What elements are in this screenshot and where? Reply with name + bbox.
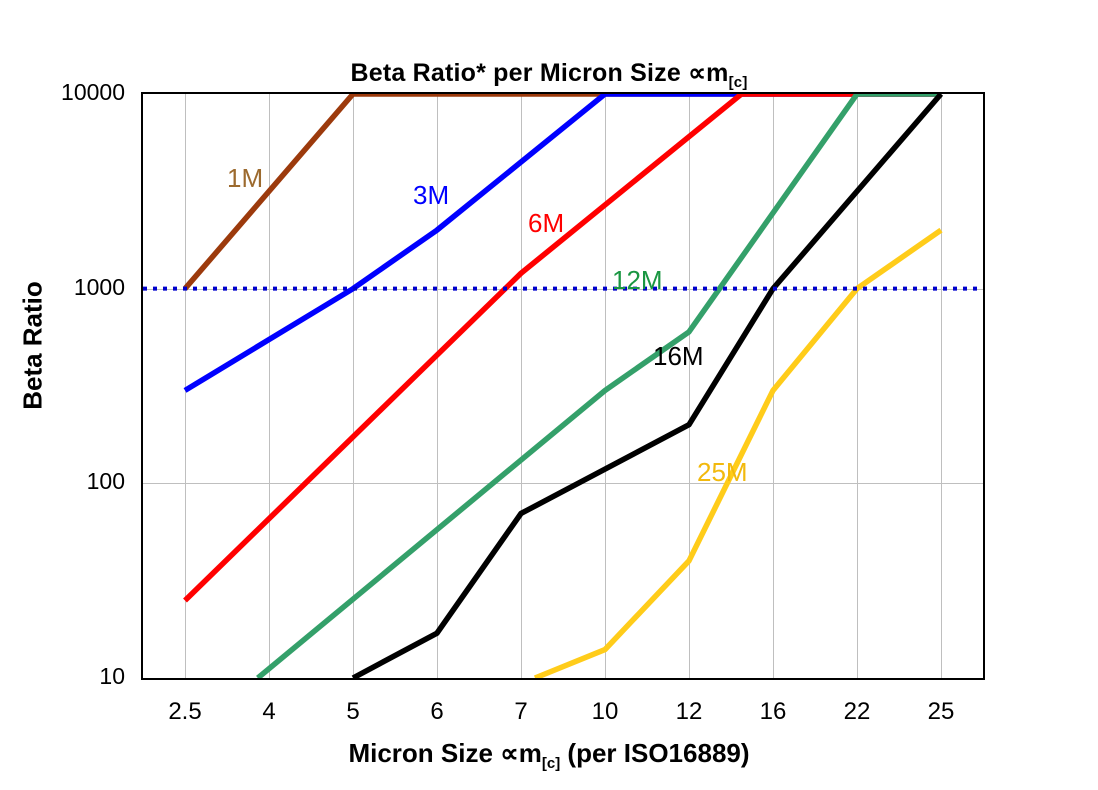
x-axis-title-main: Micron Size ∝m xyxy=(348,738,542,768)
gridline-vertical xyxy=(605,94,606,678)
series-label-3m: 3M xyxy=(413,180,450,210)
y-axis-tick-label: 10 xyxy=(99,663,125,689)
x-axis-tick-label: 10 xyxy=(591,698,619,725)
series-label-16m: 16M xyxy=(653,341,704,371)
plot-area xyxy=(141,92,985,680)
series-label-1m: 1M xyxy=(227,163,264,193)
y-axis-title: Beta Ratio xyxy=(17,281,48,410)
x-axis-tick-label: 7 xyxy=(514,698,528,725)
gridline-horizontal xyxy=(143,483,983,485)
gridline-vertical xyxy=(353,94,354,678)
series-label-25m: 25M xyxy=(697,457,748,487)
gridline-vertical xyxy=(269,94,270,678)
x-axis-title-tail: (per ISO16889) xyxy=(560,738,750,768)
x-axis-tick-label: 6 xyxy=(430,698,444,725)
series-label-6m: 6M xyxy=(528,208,565,238)
gridline-vertical xyxy=(857,94,858,678)
x-axis-tick-label: 2.5 xyxy=(168,698,202,725)
y-axis-tick-label: 10000 xyxy=(61,79,125,105)
series-line-6m xyxy=(185,94,941,601)
series-line-16m xyxy=(353,94,941,678)
series-line-25m xyxy=(535,230,941,678)
x-axis-tick-label: 22 xyxy=(843,698,871,725)
gridline-vertical xyxy=(941,94,942,678)
x-axis-tick-label: 25 xyxy=(927,698,955,725)
x-axis-tick-label: 12 xyxy=(675,698,703,725)
y-axis-tick-label: 1000 xyxy=(73,273,125,300)
x-axis-tick-label: 5 xyxy=(346,698,360,725)
gridline-vertical xyxy=(521,94,522,678)
series-line-1m xyxy=(185,94,941,289)
series-label-12m: 12M xyxy=(612,265,663,295)
series-lines xyxy=(143,94,983,678)
series-line-3m xyxy=(185,94,941,390)
gridline-vertical xyxy=(437,94,438,678)
chart-title-main: Beta Ratio* per Micron Size ∝m xyxy=(350,59,729,87)
gridline-vertical xyxy=(185,94,186,678)
x-axis-title: Micron Size ∝m[c] (per ISO16889) xyxy=(0,738,1098,772)
y-axis-tick-label: 100 xyxy=(86,468,125,495)
chart-title-subscript: [c] xyxy=(728,74,748,91)
gridline-vertical xyxy=(689,94,690,678)
x-axis-tick-label: 16 xyxy=(759,698,787,725)
series-line-12m xyxy=(258,94,941,678)
chart-title: Beta Ratio* per Micron Size ∝m[c] xyxy=(0,58,1098,91)
x-axis-title-subscript: [c] xyxy=(541,755,561,773)
x-axis-tick-label: 4 xyxy=(262,698,276,725)
